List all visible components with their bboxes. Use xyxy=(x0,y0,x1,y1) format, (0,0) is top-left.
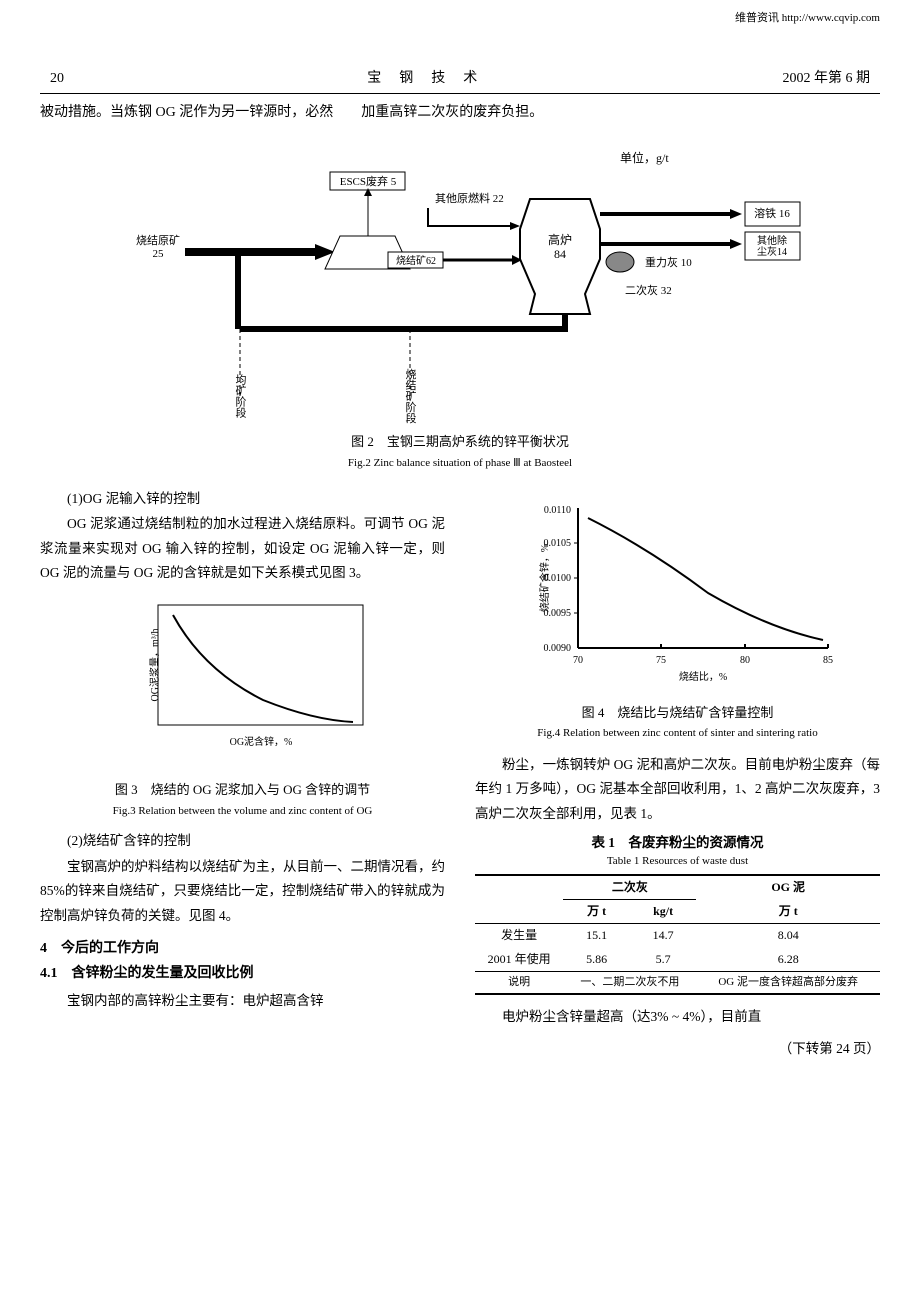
unit-label: 单位，g/t xyxy=(620,150,669,165)
svg-text:0.0090: 0.0090 xyxy=(543,643,571,654)
fig4-caption-en: Fig.4 Relation between zinc content of s… xyxy=(475,725,880,743)
item1-head: (1)OG 泥输入锌的控制 xyxy=(40,488,445,510)
page-number: 20 xyxy=(40,68,64,90)
top-source-link: 维普资讯 http://www.cqvip.com xyxy=(40,10,880,28)
fig3-xlabel: OG泥含锌，% xyxy=(229,735,292,748)
phase-a-label: 均矿阶段 xyxy=(234,374,247,419)
section-4-heading: 4 今后的工作方向 xyxy=(40,938,445,960)
node-otherfuel: 其他原燃料 22 xyxy=(435,191,504,205)
col-b1: 万 t xyxy=(696,900,880,924)
fig4-chart: 0.0090 0.0095 0.0100 0.0105 0.0110 70 75… xyxy=(508,498,848,688)
zinc-balance-diagram: 单位，g/t 烧结原矿 25 ESCS废弃 5 其他原燃料 22 烧结矿62 高… xyxy=(90,144,830,424)
svg-text:84: 84 xyxy=(554,247,566,261)
item1-para: OG 泥浆通过烧结制粒的加水过程进入烧结原料。可调节 OG 泥浆流量来实现对 O… xyxy=(40,512,445,585)
item2-head: (2)烧结矿含锌的控制 xyxy=(40,830,445,852)
right-para1: 粉尘，一炼钢转炉 OG 泥和高炉二次灰。目前电炉粉尘废弃（每年约 1 万多吨），… xyxy=(475,753,880,826)
fig4-ylabel: 烧结矿含锌，% xyxy=(538,544,551,612)
node-otherdust: 其他除 xyxy=(757,234,787,247)
col-a2: kg/t xyxy=(630,900,697,924)
fig3-ylabel: OG泥浆量，m³/h xyxy=(148,629,161,702)
fig3-chart: OG泥浆量，m³/h OG泥含锌，% xyxy=(103,595,383,765)
right-column: 0.0090 0.0095 0.0100 0.0105 0.0110 70 75… xyxy=(475,488,880,1060)
fig4-caption-cn: 图 4 烧结比与烧结矿含锌量控制 xyxy=(475,703,880,724)
fig2-caption-cn: 图 2 宝钢三期高炉系统的锌平衡状况 xyxy=(40,432,880,453)
table-row: 2001 年使用 5.86 5.7 6.28 xyxy=(475,948,880,972)
svg-text:尘灰14: 尘灰14 xyxy=(757,245,787,258)
section-41-heading: 4.1 含锌粉尘的发生量及回收比例 xyxy=(40,963,445,985)
figure-3: OG泥浆量，m³/h OG泥含锌，% 图 3 烧结的 OG 泥浆加入与 OG 含… xyxy=(40,595,445,820)
svg-text:25: 25 xyxy=(153,248,165,260)
svg-text:85: 85 xyxy=(823,655,833,666)
phase-b-label: 烧结矿阶段 xyxy=(404,369,417,425)
node-gravity: 重力灰 10 xyxy=(645,255,692,269)
issue-label: 2002 年第 6 期 xyxy=(783,68,881,90)
figure-4: 0.0090 0.0095 0.0100 0.0105 0.0110 70 75… xyxy=(475,498,880,743)
left-column: (1)OG 泥输入锌的控制 OG 泥浆通过烧结制粒的加水过程进入烧结原料。可调节… xyxy=(40,488,445,1060)
section-41-para: 宝钢内部的高锌粉尘主要有：电炉超高含锌 xyxy=(40,989,445,1013)
turn-page-note: （下转第 24 页） xyxy=(475,1038,880,1060)
fig2-caption-en: Fig.2 Zinc balance situation of phase Ⅲ … xyxy=(40,455,880,473)
table1-caption-en: Table 1 Resources of waste dust xyxy=(475,853,880,871)
journal-title: 宝 钢 技 术 xyxy=(367,68,479,90)
col-group-a: 二次灰 xyxy=(563,875,696,900)
svg-text:70: 70 xyxy=(573,655,583,666)
fig3-caption-cn: 图 3 烧结的 OG 泥浆加入与 OG 含锌的调节 xyxy=(40,780,445,801)
table-row: 发生量 15.1 14.7 8.04 xyxy=(475,924,880,948)
node-input: 烧结原矿 xyxy=(136,234,180,247)
fig3-caption-en: Fig.3 Relation between the volume and zi… xyxy=(40,803,445,821)
col-group-b: OG 泥 xyxy=(696,875,880,900)
intro-line: 被动措施。当炼钢 OG 泥作为另一锌源时，必然 加重高锌二次灰的废弃负担。 xyxy=(40,102,880,124)
svg-text:75: 75 xyxy=(656,655,666,666)
table-1: 二次灰 OG 泥 万 t kg/t 万 t 发生量 15.1 14.7 8.04… xyxy=(475,874,880,995)
table1-caption-cn: 表 1 各废弃粉尘的资源情况 xyxy=(475,832,880,854)
node-sinterore: 烧结矿62 xyxy=(396,254,436,267)
svg-text:0.0110: 0.0110 xyxy=(543,505,570,516)
fig4-xlabel: 烧结比，% xyxy=(678,670,726,683)
svg-text:80: 80 xyxy=(740,655,750,666)
node-hotmetal: 溶铁 16 xyxy=(754,206,790,220)
right-para2: 电炉粉尘含锌量超高（达3% ~ 4%），目前直 xyxy=(475,1005,880,1029)
col-a1: 万 t xyxy=(563,900,630,924)
page-header: 20 宝 钢 技 术 2002 年第 6 期 xyxy=(40,68,880,94)
figure-2: 单位，g/t 烧结原矿 25 ESCS废弃 5 其他原燃料 22 烧结矿62 高… xyxy=(40,144,880,472)
table-note-row: 说明 一、二期二次灰不用 OG 泥一度含锌超高部分废弃 xyxy=(475,971,880,994)
node-bf: 高炉 xyxy=(548,232,572,247)
item2-para: 宝钢高炉的炉料结构以烧结矿为主，从目前一、二期情况看，约 85%的锌来自烧结矿，… xyxy=(40,855,445,928)
node-secondary: 二次灰 32 xyxy=(625,283,672,297)
node-escs: ESCS废弃 5 xyxy=(340,174,397,188)
